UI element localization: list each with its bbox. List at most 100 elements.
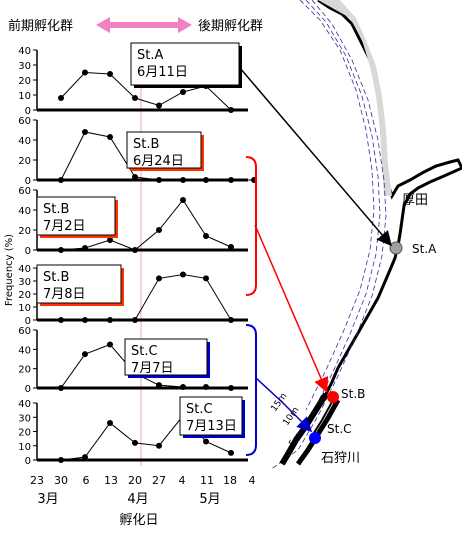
y-tick-label: 40 <box>18 345 31 356</box>
arrow-to-station-a <box>239 67 392 247</box>
y-tick-label: 30 <box>18 277 31 288</box>
date-label: 7月8日 <box>43 287 86 302</box>
x-tick-label: 13 <box>104 474 118 487</box>
data-point <box>156 227 162 233</box>
data-point <box>82 317 88 323</box>
data-point <box>58 95 64 101</box>
y-tick-label: 20 <box>18 226 31 237</box>
station-label: St.B <box>43 270 69 285</box>
y-tick-label: 20 <box>18 156 31 167</box>
data-point <box>82 454 88 461</box>
x-tick-label: 23 <box>30 474 44 487</box>
data-point <box>107 419 113 426</box>
station-b-label: St.B <box>341 387 365 401</box>
y-tick-label: 10 <box>18 91 31 102</box>
y-tick-label: 40 <box>18 46 31 57</box>
data-point <box>228 107 234 113</box>
date-label: 7月7日 <box>131 361 174 376</box>
river-channel <box>311 401 333 437</box>
data-point <box>156 442 162 449</box>
series-line <box>60 343 232 389</box>
depth-label: 10m <box>282 405 302 427</box>
town-label: 厚田 <box>402 193 428 208</box>
x-tick-label: 4 <box>179 474 186 487</box>
data-point <box>58 177 64 183</box>
data-point <box>156 275 162 282</box>
double-arrow-icon <box>96 17 192 33</box>
x-tick-label: 6 <box>83 474 90 487</box>
frequency-panel: 0 10 20 30 40 St.C 7月13日 <box>18 396 248 467</box>
station-label: St.B <box>133 137 159 152</box>
depth-contour <box>299 0 375 411</box>
y-tick-label: 0 <box>25 456 31 467</box>
date-label: 7月2日 <box>43 219 86 234</box>
label-box <box>126 131 202 169</box>
month-label: 3月 <box>37 492 58 507</box>
data-point <box>180 271 186 278</box>
y-tick-label: 20 <box>18 428 31 439</box>
panels: 0 10 20 30 40 St.A 6月11日 0 20 40 60 St.B 6月24日 0 20 40 6… <box>18 42 257 467</box>
header: 前期孵化群 後期孵化群 <box>8 17 263 34</box>
data-point <box>180 384 186 391</box>
y-tick-label: 40 <box>18 206 31 217</box>
data-point <box>203 438 209 445</box>
depth-contour <box>293 0 381 445</box>
data-point <box>156 177 162 183</box>
series-line <box>60 199 232 251</box>
data-point <box>82 129 88 135</box>
frequency-panel: 0 10 20 30 40 St.A 6月11日 <box>18 42 248 117</box>
data-point <box>228 385 234 391</box>
data-point <box>132 317 138 323</box>
y-axis-label: Frequency (%) <box>4 234 15 306</box>
river-label: 石狩川 <box>321 451 360 466</box>
y-tick-label: 0 <box>25 384 31 395</box>
date-label: 7月13日 <box>186 419 237 434</box>
frequency-panel: 0 10 20 30 40 St.B 7月8日 <box>18 264 248 327</box>
y-tick-label: 20 <box>18 76 31 87</box>
x-tick-label: 30 <box>54 474 68 487</box>
station-label: St.A <box>137 48 163 63</box>
y-tick-label: 30 <box>18 413 31 424</box>
y-tick-label: 40 <box>18 136 31 147</box>
station-a-label: St.A <box>412 242 437 256</box>
coast-map: 厚田 石狩川 15m 10m 5m St.A St.B St.C <box>270 0 462 471</box>
station-label: St.B <box>43 202 69 217</box>
x-tick-label: 4 <box>249 474 256 487</box>
data-point <box>132 95 138 101</box>
data-point <box>132 247 138 253</box>
x-tick-label: 11 <box>200 474 214 487</box>
land-shade <box>318 0 392 196</box>
label-box <box>124 338 208 376</box>
early-hatch-label: 前期孵化群 <box>8 18 73 34</box>
label-box <box>36 264 122 304</box>
data-point <box>132 439 138 446</box>
station-b-marker <box>327 391 339 403</box>
y-tick-label: 40 <box>18 264 31 275</box>
station-a-marker <box>389 241 403 255</box>
y-tick-label: 60 <box>18 116 31 127</box>
label-box <box>179 396 243 436</box>
station-label: St.C <box>131 344 158 359</box>
data-point <box>228 244 234 250</box>
y-tick-label: 0 <box>25 106 31 117</box>
y-tick-label: 10 <box>18 442 31 453</box>
coastline <box>317 0 462 395</box>
data-point <box>107 237 113 243</box>
data-point <box>82 69 88 76</box>
month-label: 5月 <box>199 492 220 507</box>
series-line <box>61 273 232 321</box>
data-point <box>180 89 186 95</box>
data-point <box>228 317 234 323</box>
data-point <box>203 275 209 282</box>
date-label: 6月24日 <box>133 154 184 169</box>
y-tick-label: 30 <box>18 61 31 72</box>
data-point <box>82 351 88 358</box>
data-point <box>107 341 113 348</box>
y-tick-label: 20 <box>18 290 31 301</box>
data-point <box>82 245 88 251</box>
month-label: 4月 <box>127 492 148 507</box>
data-point <box>132 174 138 180</box>
late-hatch-label: 後期孵化群 <box>198 19 263 34</box>
x-tick-label: 27 <box>152 474 166 487</box>
